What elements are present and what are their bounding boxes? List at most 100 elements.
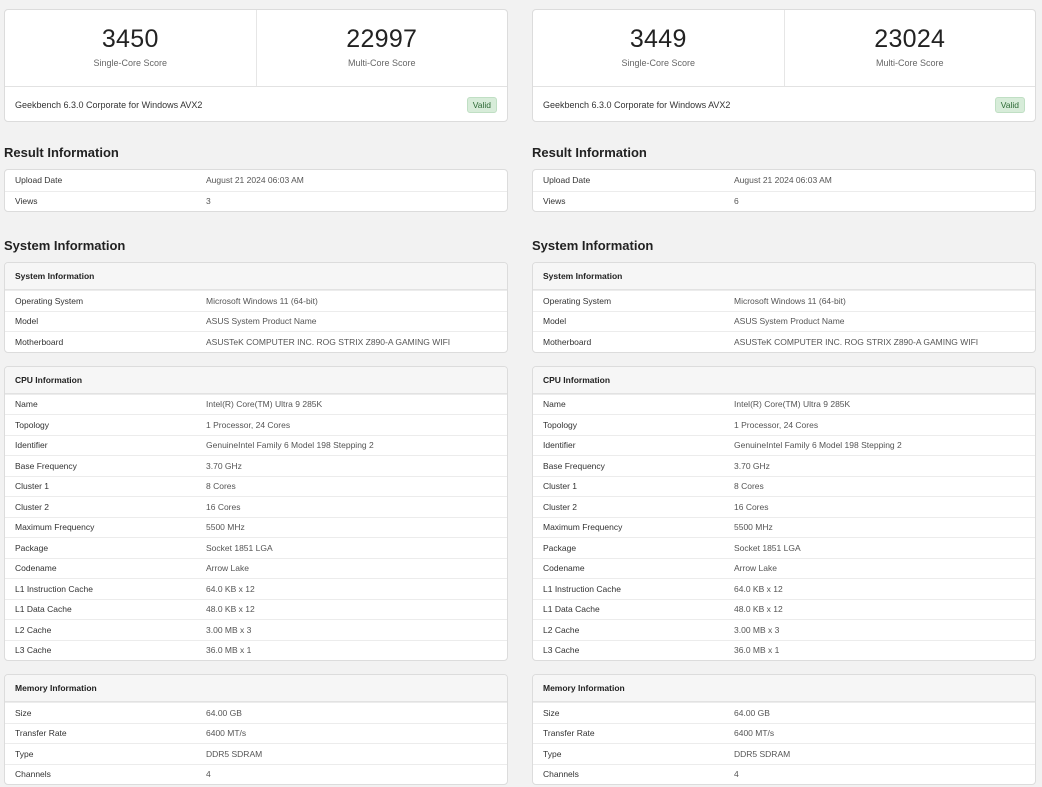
row-value: 1 Processor, 24 Cores bbox=[206, 419, 291, 430]
table-row: Size 64.00 GB bbox=[5, 702, 507, 723]
table-row: Identifier GenuineIntel Family 6 Model 19… bbox=[533, 434, 1035, 456]
table-row: Channels 4 bbox=[5, 763, 507, 785]
row-value: Intel(R) Core(TM) Ultra 9 285K bbox=[734, 399, 851, 410]
multi-core-label: Multi-Core Score bbox=[875, 58, 944, 68]
table-row: Model ASUS System Product Name bbox=[5, 310, 507, 332]
row-key: Upload Date bbox=[543, 175, 591, 186]
row-key: Upload Date bbox=[15, 175, 63, 186]
row-key: Model bbox=[543, 316, 567, 327]
row-key: Motherboard bbox=[15, 336, 64, 347]
row-value: 3.00 MB x 3 bbox=[206, 624, 252, 635]
row-key: Cluster 1 bbox=[543, 481, 578, 492]
memory-information-table: Memory Information Size 64.00 GB Transfer… bbox=[532, 674, 1036, 785]
table-header: CPU Information bbox=[533, 366, 1035, 394]
row-key: Views bbox=[15, 196, 38, 207]
table-row: L2 Cache 3.00 MB x 3 bbox=[5, 619, 507, 640]
row-key: Cluster 1 bbox=[15, 481, 50, 492]
row-value: 3.00 MB x 3 bbox=[734, 624, 780, 635]
row-key: Cluster 2 bbox=[15, 501, 50, 512]
row-key: L2 Cache bbox=[543, 624, 580, 635]
table-row: Codename Arrow Lake bbox=[5, 557, 507, 579]
table-row: Motherboard ASUSTeK COMPUTER INC. ROG STR… bbox=[5, 331, 507, 352]
table-row: L1 Instruction Cache 64.0 KB x 12 bbox=[533, 578, 1035, 599]
row-value: DDR5 SDRAM bbox=[206, 748, 263, 759]
table-header: Memory Information bbox=[533, 675, 1035, 702]
multi-core-score: 22997 bbox=[346, 25, 418, 53]
table-row: Cluster 2 16 Cores bbox=[5, 496, 507, 517]
result-information-title: Result Information bbox=[532, 145, 647, 160]
row-value: 3.70 GHz bbox=[734, 460, 770, 471]
row-key: Codename bbox=[15, 563, 57, 574]
cpu-information-table: CPU Information Name Intel(R) Core(TM) Ul… bbox=[4, 365, 508, 661]
row-key: Package bbox=[543, 542, 577, 553]
row-value: ASUS System Product Name bbox=[206, 316, 317, 327]
single-core-score: 3449 bbox=[629, 25, 687, 53]
row-key: Model bbox=[15, 316, 39, 327]
row-value: 6400 MT/s bbox=[734, 728, 775, 739]
valid-badge: Valid bbox=[466, 97, 497, 113]
memory-information-table: Memory Information Size 64.00 GB Transfer… bbox=[4, 674, 508, 785]
row-value: GenuineIntel Family 6 Model 198 Stepping… bbox=[206, 440, 374, 451]
row-value: August 21 2024 06:03 AM bbox=[206, 175, 304, 186]
table-row: Identifier GenuineIntel Family 6 Model 19… bbox=[5, 434, 507, 456]
valid-badge: Valid bbox=[994, 97, 1025, 113]
row-key: Operating System bbox=[543, 295, 612, 306]
multi-core-score-block: 23024 Multi-Core Score bbox=[783, 10, 1036, 86]
result-information-table: Upload Date August 21 2024 06:03 AM Views… bbox=[532, 169, 1036, 212]
row-key: L3 Cache bbox=[543, 645, 580, 656]
row-value: GenuineIntel Family 6 Model 198 Stepping… bbox=[734, 440, 902, 451]
row-value: Arrow Lake bbox=[734, 563, 777, 574]
row-value: 5500 MHz bbox=[206, 522, 245, 533]
table-row: Maximum Frequency 5500 MHz bbox=[533, 516, 1035, 538]
multi-core-score: 23024 bbox=[874, 25, 946, 53]
row-key: Identifier bbox=[15, 440, 48, 451]
version-row: Geekbench 6.3.0 Corporate for Windows AV… bbox=[533, 87, 1035, 121]
single-core-score-block: 3450 Single-Core Score bbox=[5, 10, 256, 86]
row-value: Microsoft Windows 11 (64-bit) bbox=[734, 295, 846, 306]
cpu-information-table: CPU Information Name Intel(R) Core(TM) Ul… bbox=[532, 365, 1036, 661]
table-row: Topology 1 Processor, 24 Cores bbox=[533, 414, 1035, 435]
row-value: ASUS System Product Name bbox=[734, 316, 845, 327]
row-value: 8 Cores bbox=[734, 481, 764, 492]
row-value: Microsoft Windows 11 (64-bit) bbox=[206, 295, 318, 306]
row-value: 64.00 GB bbox=[734, 707, 770, 718]
row-value: 48.0 KB x 12 bbox=[206, 604, 255, 615]
table-row: Cluster 2 16 Cores bbox=[533, 496, 1035, 517]
row-key: L1 Data Cache bbox=[543, 604, 600, 615]
table-header: System Information bbox=[5, 263, 507, 290]
row-value: 36.0 MB x 1 bbox=[206, 645, 252, 656]
row-key: Name bbox=[15, 399, 38, 410]
row-value: Arrow Lake bbox=[206, 563, 249, 574]
row-value: 64.00 GB bbox=[206, 707, 242, 718]
row-key: L1 Instruction Cache bbox=[15, 583, 93, 594]
row-key: Base Frequency bbox=[15, 460, 77, 471]
row-value: 6 bbox=[734, 196, 739, 207]
row-key: Size bbox=[15, 707, 32, 718]
single-core-label: Single-Core Score bbox=[621, 58, 696, 68]
row-value: 36.0 MB x 1 bbox=[734, 645, 780, 656]
row-key: Topology bbox=[543, 419, 578, 430]
row-key: L2 Cache bbox=[15, 624, 52, 635]
table-row: Package Socket 1851 LGA bbox=[5, 537, 507, 558]
table-row: L1 Instruction Cache 64.0 KB x 12 bbox=[5, 578, 507, 599]
table-row: Maximum Frequency 5500 MHz bbox=[5, 516, 507, 538]
row-key: Type bbox=[543, 748, 562, 759]
table-row: Size 64.00 GB bbox=[533, 702, 1035, 723]
row-key: Topology bbox=[15, 419, 50, 430]
row-value: 1 Processor, 24 Cores bbox=[734, 419, 819, 430]
row-value: ASUSTeK COMPUTER INC. ROG STRIX Z890-A G… bbox=[206, 336, 451, 347]
system-information-table: System Information Operating System Micro… bbox=[4, 262, 508, 353]
table-header: CPU Information bbox=[5, 366, 507, 394]
row-value: 4 bbox=[206, 769, 211, 780]
score-card: 3450 Single-Core Score 22997 Multi-Core … bbox=[4, 9, 508, 122]
row-value: 64.0 KB x 12 bbox=[734, 583, 783, 594]
row-value: August 21 2024 06:03 AM bbox=[734, 175, 832, 186]
single-core-score: 3450 bbox=[101, 25, 159, 53]
table-row: Model ASUS System Product Name bbox=[533, 310, 1035, 332]
row-value: 16 Cores bbox=[734, 501, 769, 512]
version-row: Geekbench 6.3.0 Corporate for Windows AV… bbox=[5, 87, 507, 121]
result-panel-left: 3450 Single-Core Score 22997 Multi-Core … bbox=[4, 9, 508, 785]
result-information-table: Upload Date August 21 2024 06:03 AM Views… bbox=[4, 169, 508, 212]
table-row: Transfer Rate 6400 MT/s bbox=[533, 722, 1035, 744]
row-value: Socket 1851 LGA bbox=[734, 542, 801, 553]
